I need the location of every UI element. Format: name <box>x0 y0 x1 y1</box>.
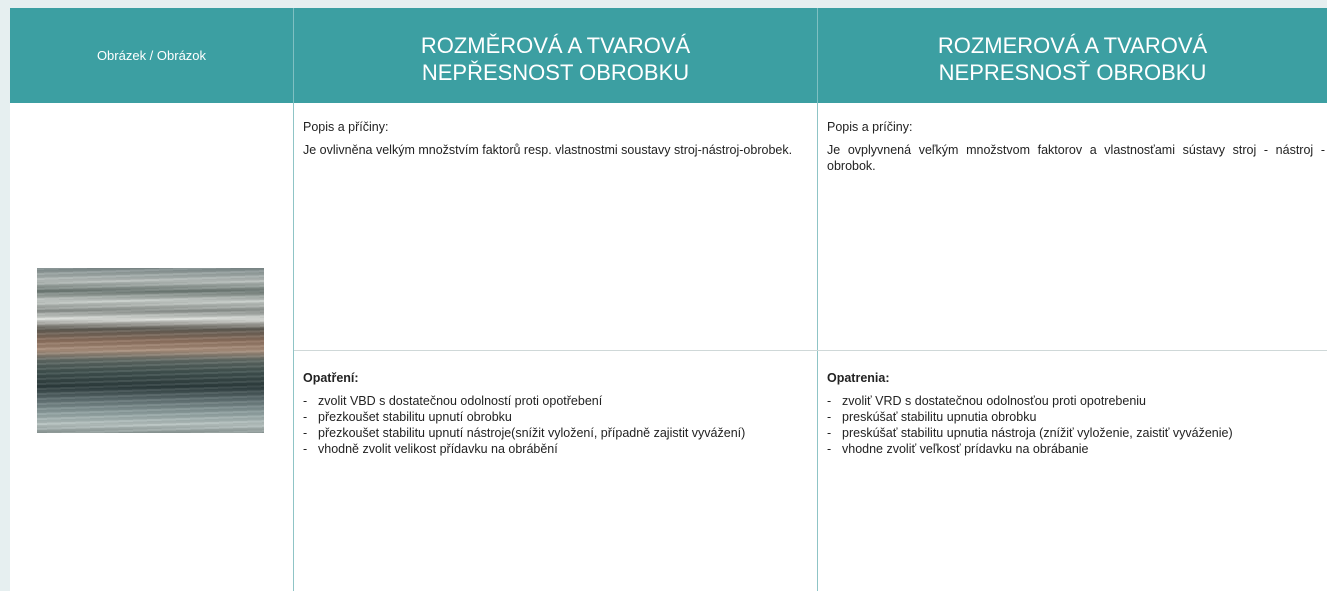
separator <box>293 8 294 103</box>
measure: preskúšať stabilitu upnutia obrobku <box>827 409 1325 425</box>
measures-label: Opatření: <box>303 371 359 385</box>
cz-title: ROZMĚROVÁ A TVAROVÁ NEPŘESNOST OBROBKU <box>294 8 817 103</box>
measure: vhodně zvolit velikost přídavku na obráb… <box>303 441 803 457</box>
measure: přezkoušet stabilitu upnutí obrobku <box>303 409 803 425</box>
measure: vhodne zvoliť veľkosť prídavku na obrába… <box>827 441 1325 457</box>
measure: preskúšať stabilitu upnutia nástroja (zn… <box>827 425 1325 441</box>
row-separator <box>294 350 1327 351</box>
image-column-header: Obrázek / Obrázok <box>10 8 293 103</box>
causes-text: Je ovlivněna velkým množstvím faktorů re… <box>303 143 793 157</box>
title-line: ROZMĚROVÁ A TVAROVÁ <box>420 32 691 58</box>
title-line: NEPRESNOSŤ OBROBKU <box>938 59 1207 85</box>
separator <box>817 8 818 103</box>
measures-list: zvolit VBD s dostatečnou odolností proti… <box>303 393 803 457</box>
title-line: NEPŘESNOST OBROBKU <box>421 59 690 85</box>
title-line: ROZMEROVÁ A TVAROVÁ <box>937 32 1208 58</box>
measure: zvolit VBD s dostatečnou odolností proti… <box>303 393 803 409</box>
separator <box>817 103 818 591</box>
cz-causes: Popis a příčiny: Je ovlivněna velkým mno… <box>303 119 803 158</box>
sk-title: ROZMEROVÁ A TVAROVÁ NEPRESNOSŤ OBROBKU <box>818 8 1327 103</box>
measure: zvoliť VRD s dostatečnou odolnosťou prot… <box>827 393 1325 409</box>
causes-label: Popis a příčiny: <box>303 120 389 134</box>
measures-list: zvoliť VRD s dostatečnou odolnosťou prot… <box>827 393 1325 457</box>
measures-label: Opatrenia: <box>827 371 890 385</box>
measure: přezkoušet stabilitu upnutí nástroje(sní… <box>303 425 803 441</box>
causes-text: Je ovplyvnená veľkým množstvom faktorov … <box>827 143 1325 173</box>
sk-causes: Popis a príčiny: Je ovplyvnená veľkým mn… <box>827 119 1325 174</box>
causes-label: Popis a príčiny: <box>827 120 913 134</box>
workpiece-photo <box>37 268 264 433</box>
cz-measures: Opatření: zvolit VBD s dostatečnou odoln… <box>303 370 803 457</box>
sk-measures: Opatrenia: zvoliť VRD s dostatečnou odol… <box>827 370 1325 457</box>
separator <box>293 103 294 591</box>
